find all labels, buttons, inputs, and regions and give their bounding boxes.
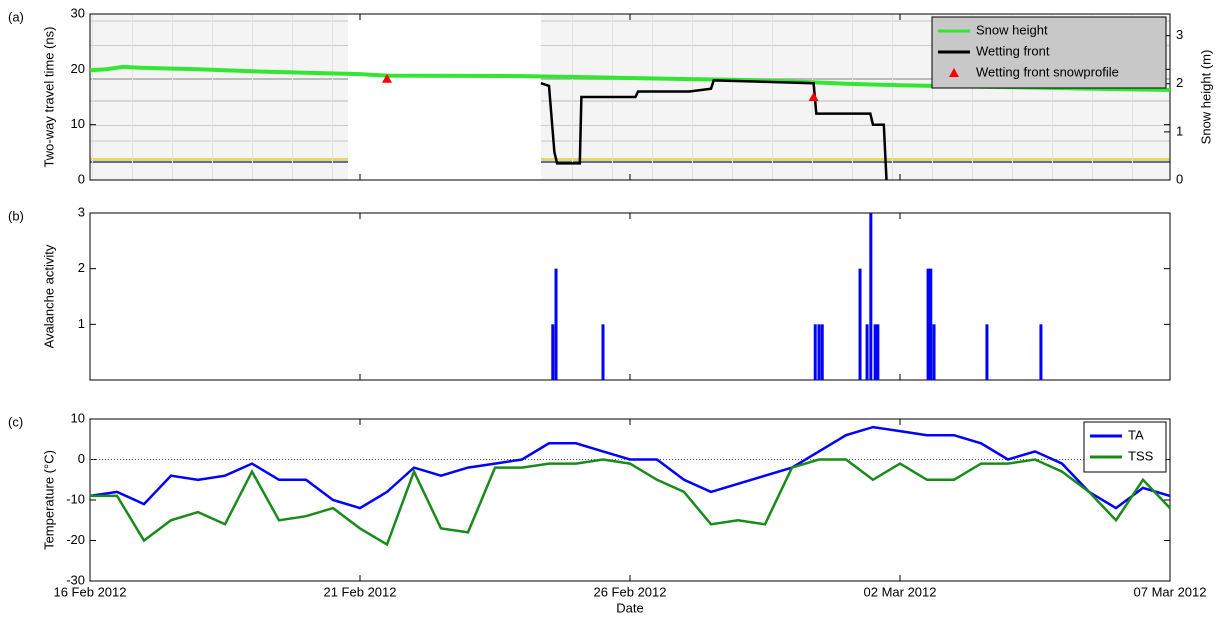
y-tick-label: -20 <box>66 532 85 547</box>
x-axis-title: Date <box>616 600 643 615</box>
legend-box <box>1083 421 1167 473</box>
radargram <box>90 14 348 180</box>
y-axis-title: Temperature (°C) <box>41 450 56 550</box>
panel-label: (b) <box>8 208 24 223</box>
legend-label: Wetting front snowprofile <box>976 64 1119 79</box>
y-tick-label: 0 <box>78 171 85 186</box>
bar <box>601 324 605 380</box>
bar <box>551 324 555 380</box>
x-tick-label: 26 Feb 2012 <box>593 584 666 599</box>
legend-label: Snow height <box>976 22 1048 37</box>
line <box>540 79 888 181</box>
panel-label: (a) <box>8 9 24 24</box>
x-tick-label: 16 Feb 2012 <box>53 584 126 599</box>
y2-axis-title: Snow height (m) <box>1198 50 1213 145</box>
bar <box>820 324 824 380</box>
line <box>89 425 1171 510</box>
marker <box>382 73 392 83</box>
bar <box>858 268 862 380</box>
bar <box>865 324 869 380</box>
legend-label: TSS <box>1128 448 1154 463</box>
y2-tick-label: 2 <box>1176 75 1183 90</box>
y-tick-label: -30 <box>66 572 85 587</box>
y-tick-label: 1 <box>78 316 85 331</box>
y-axis-title: Avalanche activity <box>41 244 56 348</box>
x-tick-label: 07 Mar 2012 <box>1134 584 1207 599</box>
bar <box>985 324 989 380</box>
y2-tick-label: 1 <box>1176 123 1183 138</box>
plot-area <box>89 418 1171 582</box>
y2-tick-label: 3 <box>1176 27 1183 42</box>
bar <box>869 213 873 380</box>
bar <box>926 268 930 380</box>
y-tick-label: 10 <box>71 410 85 425</box>
y-tick-label: 10 <box>71 116 85 131</box>
x-tick-label: 02 Mar 2012 <box>864 584 937 599</box>
y-tick-label: 20 <box>71 61 85 76</box>
plot-area <box>89 212 1171 381</box>
x-tick-label: 21 Feb 2012 <box>323 584 396 599</box>
y-axis-title: Two-way travel time (ns) <box>41 27 56 168</box>
marker <box>808 92 819 101</box>
bar <box>873 324 877 380</box>
bar <box>817 324 821 380</box>
y-tick-label: 2 <box>78 260 85 275</box>
legend-label: TA <box>1128 427 1144 442</box>
legend-marker <box>949 68 959 77</box>
y-tick-label: 0 <box>78 451 85 466</box>
bar <box>813 324 817 380</box>
bar <box>929 268 933 380</box>
y-tick-label: 30 <box>71 5 85 20</box>
bar <box>876 324 880 380</box>
y2-tick-label: 0 <box>1176 171 1183 186</box>
y-tick-label: 3 <box>78 204 85 219</box>
bar <box>1039 324 1043 380</box>
legend-label: Wetting front <box>976 43 1050 58</box>
legend-box <box>931 16 1167 89</box>
bar <box>554 268 558 380</box>
line <box>90 458 1171 547</box>
panel-label: (c) <box>8 414 23 429</box>
y-tick-label: -10 <box>66 491 85 506</box>
bar <box>932 324 936 380</box>
